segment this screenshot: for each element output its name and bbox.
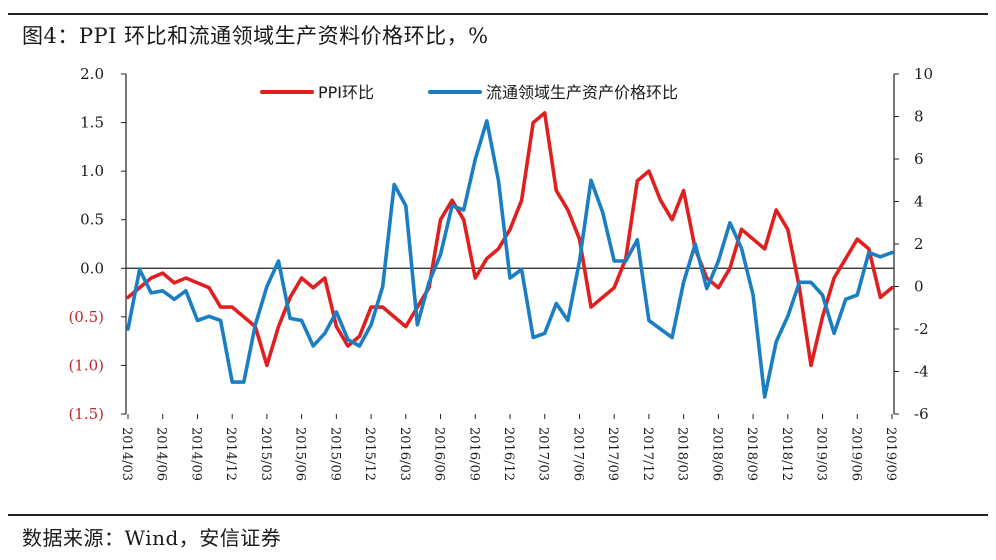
- left-tick-label: 1.5: [80, 114, 104, 132]
- left-tick-label: (1.0): [68, 356, 104, 374]
- x-tick-label: 2018/12: [779, 427, 794, 481]
- x-tick-label: 2017/06: [570, 427, 585, 481]
- x-tick-label: 2015/06: [293, 427, 308, 481]
- series-line-circulation: [126, 119, 894, 399]
- right-tick-label: 6: [914, 150, 924, 168]
- x-tick-label: 2019/06: [848, 427, 863, 481]
- source-note: 数据来源：Wind，安信证券: [22, 526, 282, 550]
- x-tick-label: 2019/03: [814, 427, 829, 481]
- x-tick-label: 2014/06: [154, 427, 169, 481]
- x-tick-label: 2017/03: [536, 427, 551, 481]
- right-tick-label: 4: [914, 193, 924, 211]
- x-tick-label: 2016/06: [432, 427, 447, 481]
- left-tick-label: (1.5): [68, 405, 104, 423]
- x-tick-label: 2016/09: [466, 427, 481, 481]
- x-tick-label: 2014/12: [223, 427, 238, 481]
- left-tick-label: 0.0: [80, 259, 104, 277]
- x-tick-label: 2014/03: [119, 427, 134, 481]
- x-tick-label: 2016/03: [397, 427, 412, 481]
- x-tick-label: 2016/12: [501, 427, 516, 481]
- left-tick-label: 1.0: [80, 162, 104, 180]
- x-tick-label: 2014/09: [188, 427, 203, 481]
- x-tick-label: 2015/03: [258, 427, 273, 481]
- left-tick-label: (0.5): [68, 308, 104, 326]
- legend-label: 流通领域生产资产价格环比: [486, 83, 678, 102]
- x-tick-label: 2017/12: [640, 427, 655, 481]
- left-tick-label: 2.0: [80, 65, 104, 83]
- right-tick-label: 2: [914, 235, 924, 253]
- x-tick-label: 2015/12: [362, 427, 377, 481]
- right-tick-label: -4: [914, 363, 929, 381]
- right-tick-label: -2: [914, 320, 929, 338]
- x-tick-label: 2018/03: [675, 427, 690, 481]
- x-tick-label: 2019/09: [883, 427, 898, 481]
- top-rule: [8, 13, 988, 15]
- legend-label: PPI环比: [318, 83, 374, 102]
- right-tick-label: -6: [914, 405, 929, 423]
- right-tick-label: 0: [914, 278, 924, 296]
- series-line-ppi: [126, 111, 894, 368]
- right-tick-label: 8: [914, 108, 924, 126]
- right-tick-label: 10: [914, 65, 933, 83]
- chart-title: 图4：PPI 环比和流通领域生产资料价格环比，%: [22, 24, 489, 48]
- x-tick-label: 2018/09: [744, 427, 759, 481]
- left-tick-label: 0.5: [80, 211, 104, 229]
- bottom-rule: [8, 514, 988, 516]
- x-tick-label: 2015/09: [327, 427, 342, 481]
- x-tick-label: 2018/06: [709, 427, 724, 481]
- x-tick-label: 2017/09: [605, 427, 620, 481]
